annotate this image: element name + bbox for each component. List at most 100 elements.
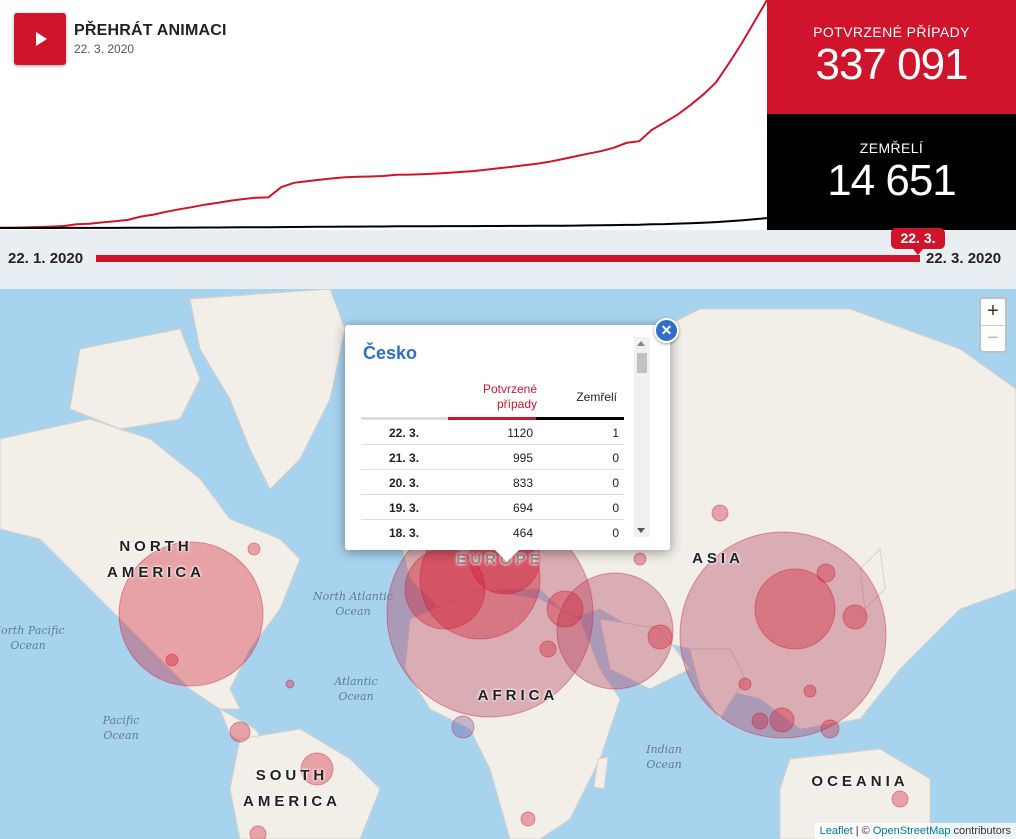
table-row: 18. 3. 464 0 bbox=[361, 520, 624, 545]
popup-close-button[interactable]: ✕ bbox=[654, 318, 679, 343]
header-rule-deaths bbox=[536, 417, 624, 420]
south-america-shape bbox=[229, 728, 381, 839]
row-deaths: 0 bbox=[612, 526, 619, 540]
arabia-shape bbox=[599, 618, 691, 690]
bubble-kz bbox=[711, 504, 729, 522]
row-deaths: 1 bbox=[612, 426, 619, 440]
current-date: 22. 3. 2020 bbox=[74, 42, 135, 56]
leaflet-link[interactable]: Leaflet bbox=[819, 825, 853, 837]
row-deaths: 0 bbox=[612, 501, 619, 515]
bubble-usa bbox=[118, 541, 264, 687]
bubble-japan bbox=[816, 563, 836, 583]
header-rule-date bbox=[361, 417, 448, 420]
greenland-shape bbox=[189, 289, 346, 490]
zoom-control: + − bbox=[979, 297, 1007, 353]
row-confirmed: 995 bbox=[512, 451, 533, 465]
label-north-atlantic-ocean: North Atlantic Ocean bbox=[313, 590, 393, 618]
scroll-down-icon[interactable] bbox=[637, 528, 645, 533]
play-icon bbox=[36, 32, 47, 46]
chart-panel: PŘEHRÁT ANIMACI 22. 3. 2020 POTVRZENÉ PŘ… bbox=[0, 0, 1016, 230]
bubble-indonesia bbox=[820, 719, 840, 739]
confirmed-cases-value: 337 091 bbox=[815, 40, 968, 89]
zoom-in-button[interactable]: + bbox=[987, 300, 999, 322]
timeline-end-date: 22. 3. 2020 bbox=[926, 250, 1002, 267]
bubble-australia bbox=[891, 790, 909, 808]
bubble-canada bbox=[247, 542, 261, 556]
table-row: 22. 3. 1120 1 bbox=[361, 420, 624, 445]
bubble-pakistan bbox=[647, 624, 673, 650]
bubble-india bbox=[738, 677, 752, 691]
popup-country-title: Česko bbox=[363, 343, 418, 363]
label-north-america-text: NORTH AMERICA bbox=[107, 538, 205, 581]
bubble-brazil bbox=[300, 752, 334, 786]
scroll-thumb[interactable] bbox=[637, 353, 647, 373]
table-row: 21. 3. 995 0 bbox=[361, 445, 624, 470]
bubble-mexico bbox=[165, 653, 179, 667]
attribution-suffix: contributors bbox=[950, 825, 1011, 837]
bubble-west-africa bbox=[451, 715, 475, 739]
label-north-america: NORTH AMERICA bbox=[96, 534, 216, 586]
timeline-slider-bar: 22. 1. 2020 22. 3. 22. 3. 2020 bbox=[0, 228, 1016, 289]
bubble-russia bbox=[633, 552, 647, 566]
row-date: 18. 3. bbox=[389, 526, 420, 540]
timeline-handle[interactable]: 22. 3. bbox=[891, 228, 945, 255]
confirmed-cases-label: POTVRZENÉ PŘÍPADY bbox=[813, 24, 970, 40]
bubble-vietnam bbox=[803, 684, 817, 698]
row-deaths: 0 bbox=[612, 451, 619, 465]
popup-scrollbar[interactable] bbox=[634, 337, 650, 537]
table-row: 19. 3. 694 0 bbox=[361, 495, 624, 520]
north-america-shape bbox=[0, 418, 301, 710]
australia-shape bbox=[779, 748, 931, 839]
timeline-start-date: 22. 1. 2020 bbox=[8, 250, 84, 267]
bubble-sa-chile bbox=[249, 825, 267, 839]
deaths-label: ZEMŘELÍ bbox=[859, 140, 924, 156]
bubble-turkey bbox=[546, 590, 584, 628]
row-date: 21. 3. bbox=[389, 451, 420, 465]
label-north-pacific-ocean: North Pacific Ocean bbox=[0, 624, 65, 652]
timeline-progress-fill bbox=[96, 255, 920, 262]
label-pacific-ocean: Pacific Ocean bbox=[102, 714, 140, 742]
header-rule-confirmed bbox=[448, 417, 536, 420]
bubble-china bbox=[679, 531, 887, 739]
bubble-thailand bbox=[751, 712, 769, 730]
label-indian-ocean: Indian Ocean bbox=[646, 743, 682, 771]
confirmed-cases-box: POTVRZENÉ PŘÍPADY 337 091 bbox=[767, 0, 1016, 114]
attribution-separator: | © bbox=[852, 825, 873, 837]
bubble-china-core bbox=[754, 568, 836, 650]
row-date: 20. 3. bbox=[389, 476, 420, 490]
row-confirmed: 833 bbox=[512, 476, 533, 490]
arctic-canada-shape bbox=[69, 328, 201, 430]
deaths-value: 14 651 bbox=[827, 156, 957, 205]
madagascar-shape bbox=[593, 756, 609, 790]
row-date: 22. 3. bbox=[389, 426, 420, 440]
bubble-sa-west bbox=[229, 721, 251, 743]
label-atlantic-ocean: Atlantic Ocean bbox=[334, 675, 378, 703]
zoom-out-button[interactable]: − bbox=[981, 325, 1005, 351]
case-bubbles bbox=[118, 504, 909, 839]
play-animation-label: PŘEHRÁT ANIMACI bbox=[74, 22, 227, 39]
row-confirmed: 464 bbox=[512, 526, 533, 540]
map-canvas[interactable] bbox=[0, 289, 1016, 839]
timeline-track[interactable] bbox=[96, 255, 920, 262]
label-south-america: SOUTH AMERICA bbox=[243, 767, 341, 810]
column-header-confirmed: Potvrzené případy bbox=[482, 382, 537, 411]
bubble-malaysia bbox=[769, 707, 795, 733]
deaths-line bbox=[0, 217, 767, 229]
label-asia: ASIA bbox=[692, 550, 744, 567]
country-popup: Česko Potvrzené případy Zemřelí 22. 3. 1… bbox=[345, 325, 670, 562]
openstreetmap-link[interactable]: OpenStreetMap bbox=[872, 825, 951, 837]
bubble-south-africa bbox=[520, 811, 536, 827]
confirmed-cases-line bbox=[0, 0, 767, 229]
india-shape bbox=[689, 648, 746, 720]
label-africa: AFRICA bbox=[477, 687, 559, 704]
row-confirmed: 694 bbox=[512, 501, 533, 515]
play-animation-button[interactable] bbox=[14, 13, 66, 65]
bubble-iran bbox=[556, 572, 674, 690]
japan-shape bbox=[859, 547, 886, 611]
scroll-up-icon[interactable] bbox=[637, 341, 645, 346]
bubble-egypt bbox=[539, 640, 557, 658]
column-header-deaths: Zemřelí bbox=[576, 390, 617, 404]
map-attribution: Leaflet | © OpenStreetMap contributors bbox=[814, 823, 1016, 839]
row-deaths: 0 bbox=[612, 476, 619, 490]
